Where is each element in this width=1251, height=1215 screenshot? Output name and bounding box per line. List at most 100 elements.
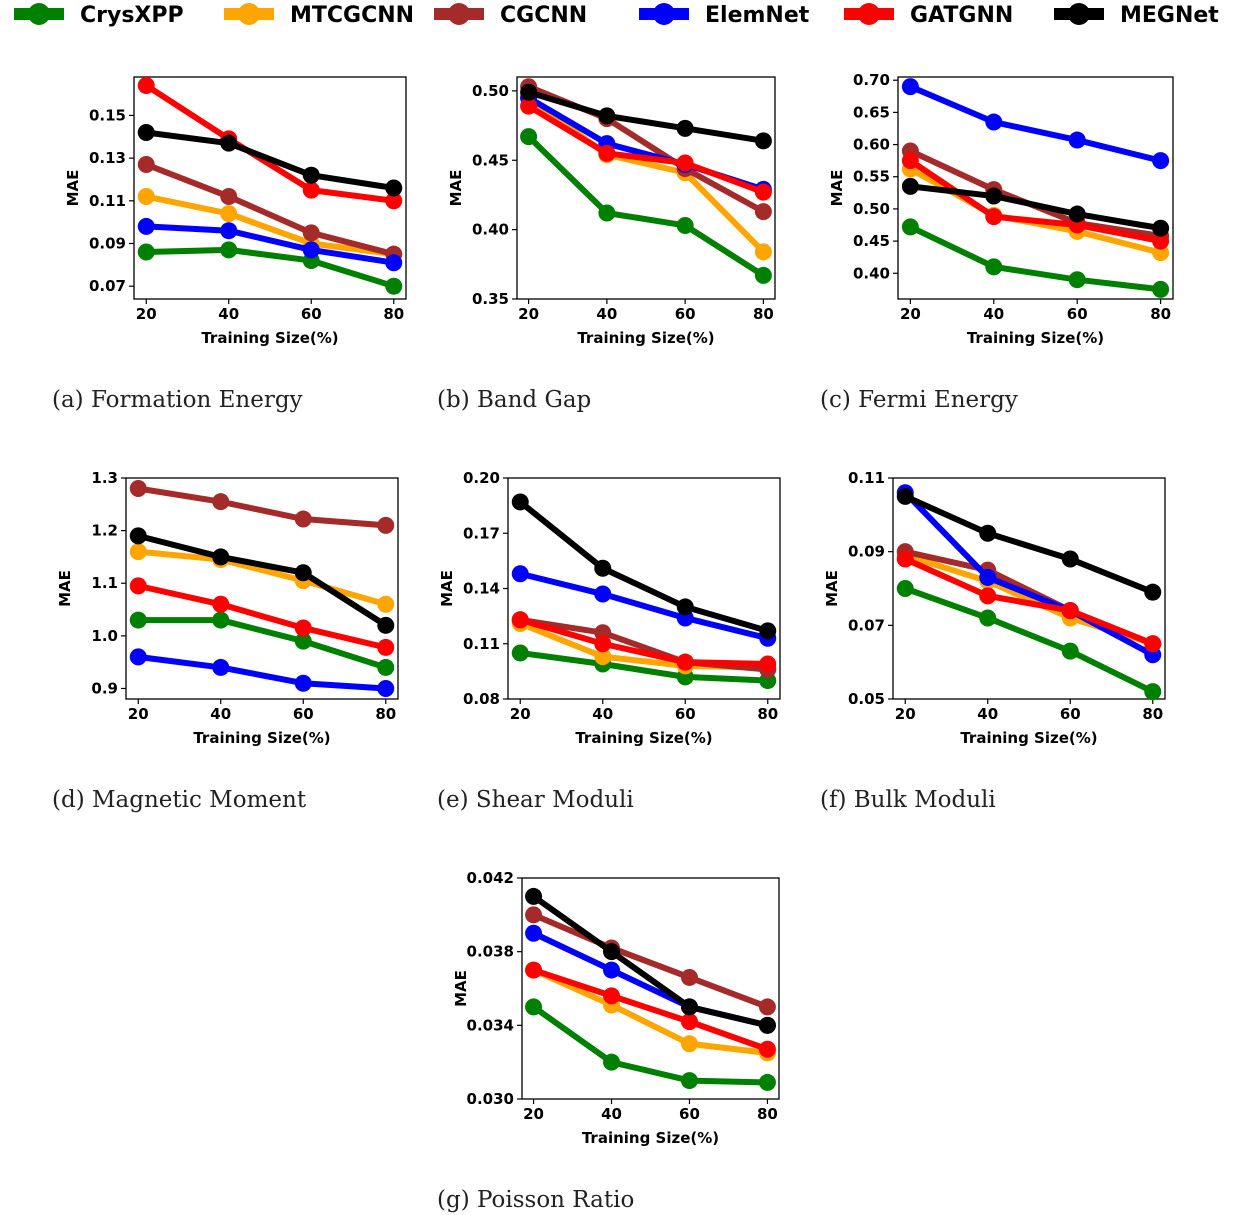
data-point bbox=[377, 595, 395, 613]
series-line bbox=[145, 193, 395, 258]
y-tick-label: 0.05 bbox=[848, 690, 885, 708]
series-crysxpp bbox=[901, 218, 1170, 298]
y-tick-label: 0.11 bbox=[463, 635, 500, 653]
data-point bbox=[377, 679, 395, 697]
x-axis-label: Training Size(%) bbox=[577, 329, 714, 347]
y-tick-label: 0.038 bbox=[467, 943, 514, 961]
x-axis-label: Training Size(%) bbox=[193, 729, 330, 747]
data-point bbox=[594, 559, 612, 577]
x-tick-label: 60 bbox=[675, 305, 696, 323]
y-tick-label: 0.14 bbox=[463, 580, 500, 598]
series-line bbox=[145, 161, 395, 258]
data-point bbox=[1068, 205, 1086, 223]
legend-label: CGCNN bbox=[500, 3, 587, 28]
data-point bbox=[1152, 219, 1170, 237]
data-point bbox=[598, 107, 616, 125]
x-tick-label: 80 bbox=[383, 305, 404, 323]
data-point bbox=[1152, 152, 1170, 170]
data-point bbox=[598, 204, 616, 222]
series-crysxpp bbox=[525, 998, 776, 1091]
series-cgcnn bbox=[129, 480, 395, 534]
data-point bbox=[294, 510, 312, 528]
data-point bbox=[754, 183, 772, 201]
chart-panel-d: 0.9 1.0 1.1 1.2 1.3 20 40 60 80 Training Size(%) M… bbox=[52, 469, 399, 813]
y-tick-label: 0.20 bbox=[463, 469, 500, 487]
series-line bbox=[909, 83, 1162, 164]
x-tick-label: 80 bbox=[757, 1105, 778, 1123]
y-tick-label: 0.50 bbox=[853, 200, 890, 218]
series-line bbox=[531, 893, 769, 1029]
series-elemnet bbox=[901, 78, 1170, 170]
data-point bbox=[220, 134, 238, 152]
series-elemnet bbox=[129, 648, 395, 697]
series-megnet bbox=[901, 177, 1170, 237]
y-tick-label: 1.3 bbox=[91, 469, 118, 487]
y-axis-label: MAE bbox=[828, 170, 846, 207]
legend-marker bbox=[448, 3, 470, 25]
data-point bbox=[212, 658, 230, 676]
y-axis-label: MAE bbox=[56, 570, 74, 607]
data-point bbox=[137, 156, 155, 174]
plot-frame bbox=[516, 76, 776, 300]
legend-label: ElemNet bbox=[705, 3, 810, 28]
series-line bbox=[904, 556, 1154, 647]
data-point bbox=[137, 77, 155, 95]
series-line bbox=[908, 166, 1162, 256]
data-point bbox=[985, 258, 1003, 276]
data-point bbox=[680, 998, 698, 1016]
series-line bbox=[137, 653, 386, 692]
series-line bbox=[527, 89, 764, 144]
y-tick-label: 0.35 bbox=[472, 290, 509, 308]
data-point bbox=[377, 616, 395, 634]
data-point bbox=[901, 218, 919, 236]
data-point bbox=[1144, 683, 1162, 701]
x-tick-label: 60 bbox=[1067, 305, 1088, 323]
series-line bbox=[526, 134, 766, 278]
x-axis-label: Training Size(%) bbox=[960, 729, 1097, 747]
data-point bbox=[680, 1013, 698, 1031]
y-axis-label: MAE bbox=[823, 570, 841, 607]
series-crysxpp bbox=[520, 128, 772, 284]
data-point bbox=[758, 1040, 776, 1058]
series-mtcgcnn bbox=[901, 160, 1170, 262]
data-point bbox=[680, 968, 698, 986]
data-point bbox=[377, 658, 395, 676]
y-tick-label: 0.55 bbox=[853, 168, 890, 186]
y-tick-label: 1.2 bbox=[91, 522, 118, 540]
y-tick-label: 0.70 bbox=[853, 71, 890, 89]
y-tick-label: 0.09 bbox=[89, 235, 126, 253]
y-tick-label: 1.1 bbox=[91, 574, 118, 592]
data-point bbox=[754, 203, 772, 221]
data-point bbox=[129, 611, 147, 629]
x-tick-label: 40 bbox=[601, 1105, 622, 1123]
series-line bbox=[137, 485, 386, 529]
data-point bbox=[680, 1035, 698, 1053]
data-point bbox=[901, 78, 919, 96]
x-tick-label: 20 bbox=[518, 305, 539, 323]
data-point bbox=[294, 674, 312, 692]
data-point bbox=[979, 609, 997, 627]
series-line bbox=[519, 649, 768, 684]
data-point bbox=[212, 595, 230, 613]
data-point bbox=[525, 961, 543, 979]
x-tick-label: 20 bbox=[128, 705, 149, 723]
y-tick-label: 0.042 bbox=[467, 869, 514, 887]
x-tick-label: 80 bbox=[1150, 305, 1171, 323]
data-point bbox=[302, 241, 320, 259]
data-point bbox=[520, 97, 538, 115]
series-megnet bbox=[896, 487, 1162, 601]
series-elemnet bbox=[511, 565, 777, 647]
data-point bbox=[385, 192, 403, 210]
chart-panel-e: 0.08 0.11 0.14 0.17 0.20 20 40 60 80 Training Siz… bbox=[437, 469, 781, 813]
data-point bbox=[385, 277, 403, 295]
panel-caption: (f) Bulk Moduli bbox=[820, 787, 996, 813]
series-gatgnn bbox=[520, 97, 772, 201]
data-point bbox=[758, 1016, 776, 1034]
y-tick-label: 0.08 bbox=[463, 690, 500, 708]
data-point bbox=[377, 638, 395, 656]
legend-item-megnet: MEGNet bbox=[1054, 3, 1219, 28]
series-line bbox=[903, 490, 1155, 658]
data-point bbox=[129, 543, 147, 561]
series-line bbox=[138, 617, 387, 671]
